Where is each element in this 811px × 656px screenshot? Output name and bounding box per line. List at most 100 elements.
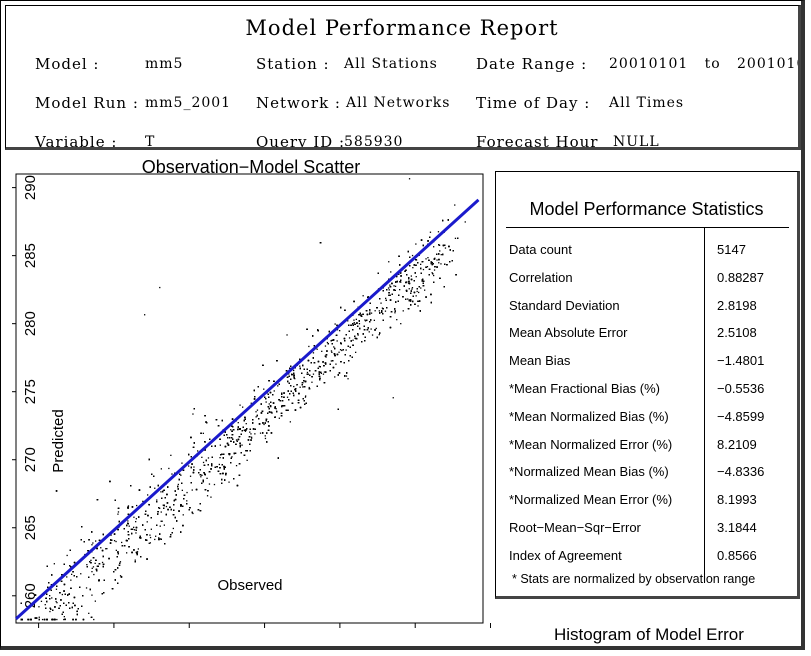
scatter-point (404, 270, 406, 272)
scatter-point (451, 260, 453, 262)
scatter-point (224, 466, 226, 468)
scatter-point (440, 263, 442, 265)
scatter-point (228, 453, 230, 455)
scatter-point (446, 264, 448, 266)
scatter-point (242, 426, 244, 428)
scatter-point (343, 337, 346, 340)
scatter-chart: Observation−Model Scatter 26026527027528… (12, 157, 491, 631)
scatter-point (163, 507, 165, 509)
scatter-point (235, 443, 237, 445)
scatter-point (96, 499, 99, 501)
scatter-point (354, 323, 356, 325)
scatter-point (431, 272, 433, 274)
scatter-point (390, 311, 393, 313)
scatter-point (353, 319, 355, 321)
scatter-point (114, 579, 116, 581)
scatter-point (204, 415, 206, 417)
scatter-point (433, 269, 436, 271)
scatter-point (256, 409, 259, 411)
scatter-point (175, 494, 177, 496)
scatter-point (287, 390, 289, 392)
scatter-point (220, 454, 222, 456)
scatter-point (433, 274, 435, 277)
scatter-point (189, 475, 192, 477)
scatter-point (293, 376, 295, 378)
network-label: Network : (256, 94, 341, 112)
scatter-point (113, 540, 116, 542)
scatter-point (150, 517, 152, 519)
scatter-point (438, 258, 440, 261)
scatter-point (29, 618, 31, 621)
scatter-point (255, 411, 257, 413)
scatter-point (165, 505, 168, 508)
y-tick-label: 280 (22, 311, 39, 336)
scatter-point (409, 300, 412, 302)
scatter-point (386, 289, 388, 291)
scatter-point (420, 263, 422, 265)
scatter-point (44, 604, 46, 606)
scatter-point (96, 565, 99, 567)
scatter-point (358, 314, 360, 316)
scatter-point (377, 272, 379, 274)
scatter-point (320, 372, 322, 374)
scatter-point (288, 375, 290, 377)
scatter-point (69, 607, 71, 609)
scatter-point (384, 310, 387, 312)
scatter-point (286, 396, 289, 398)
scatter-point (180, 504, 182, 506)
scatter-point (274, 416, 276, 418)
scatter-point (133, 516, 135, 518)
scatter-point (313, 362, 316, 364)
scatter-point (203, 472, 205, 474)
scatter-point (394, 289, 396, 291)
scatter-point (399, 289, 401, 291)
scatter-point (188, 453, 190, 456)
scatter-point (202, 461, 205, 464)
scatter-point (183, 498, 185, 500)
scatter-point (407, 298, 409, 300)
scatter-point (290, 390, 292, 392)
scatter-point (328, 330, 330, 333)
scatter-point (267, 429, 270, 431)
scatter-point (344, 340, 346, 342)
scatter-point (241, 444, 243, 446)
scatter-point (388, 289, 390, 291)
scatter-point (397, 300, 399, 302)
scatter-point (21, 618, 23, 621)
scatter-point (181, 482, 183, 484)
scatter-point (302, 386, 304, 388)
scatter-point (249, 431, 251, 433)
scatter-point (115, 549, 117, 551)
scatter-point (156, 499, 158, 501)
scatter-point (291, 373, 293, 376)
scatter-point (325, 371, 327, 373)
scatter-point (436, 259, 438, 261)
scatter-point (40, 600, 43, 602)
scatter-point (252, 428, 255, 430)
scatter-point (109, 480, 111, 483)
scatter-point (127, 513, 130, 515)
scatter-point (222, 457, 224, 459)
scatter-point (182, 469, 185, 471)
variable-value: T (145, 134, 156, 150)
scatter-point (51, 597, 53, 599)
scatter-point (218, 463, 220, 466)
scatter-point (158, 538, 160, 541)
y-tick-label: 270 (22, 447, 39, 472)
scatter-point (420, 272, 422, 274)
scatter-point (418, 291, 420, 294)
scatter-point (166, 493, 168, 496)
scatter-point (167, 508, 169, 511)
scatter-point (281, 396, 283, 398)
scatter-point (357, 334, 359, 336)
scatter-point (277, 457, 279, 459)
scatter-point (135, 518, 137, 520)
scatter-point (449, 261, 451, 263)
scatter-point (117, 551, 119, 553)
scatter-point (444, 244, 446, 246)
scatter-point (415, 243, 417, 245)
scatter-point (72, 571, 74, 573)
scatter-point (172, 527, 174, 530)
scatter-point (390, 271, 392, 273)
scatter-point (160, 511, 162, 513)
